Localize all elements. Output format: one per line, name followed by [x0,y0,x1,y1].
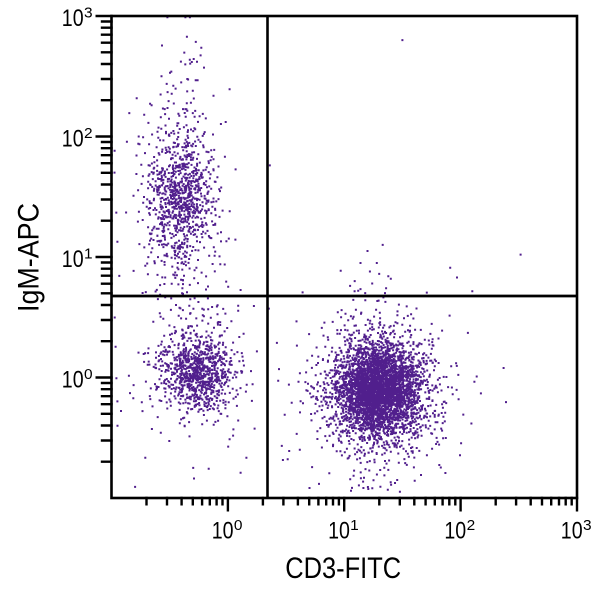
svg-text:2: 2 [84,126,93,142]
svg-text:10: 10 [212,518,234,545]
svg-text:0: 0 [84,367,93,383]
svg-text:10: 10 [62,5,84,32]
svg-text:3: 3 [583,518,592,534]
svg-text:1: 1 [350,518,359,534]
svg-text:IgM-APC: IgM-APC [13,203,46,312]
svg-text:CD3-FITC: CD3-FITC [285,552,401,585]
svg-text:10: 10 [561,518,583,545]
svg-text:10: 10 [444,518,466,545]
svg-text:1: 1 [84,246,93,262]
svg-text:10: 10 [62,126,84,153]
svg-text:0: 0 [234,518,243,534]
svg-text:2: 2 [467,518,476,534]
svg-text:10: 10 [328,518,350,545]
svg-text:10: 10 [62,246,84,273]
svg-text:10: 10 [62,367,84,394]
svg-text:3: 3 [84,5,93,21]
